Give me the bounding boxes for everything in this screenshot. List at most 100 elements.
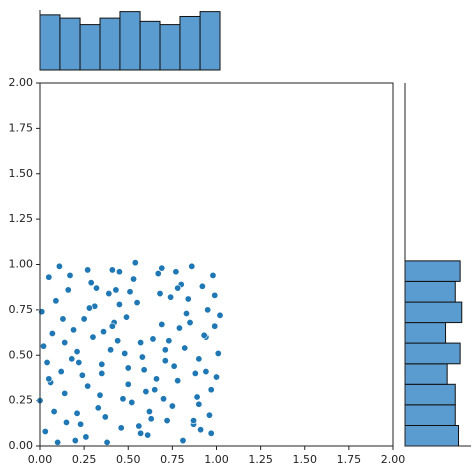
point (204, 306, 212, 314)
x-tick-label: 1.25 (248, 453, 273, 466)
point (179, 437, 187, 445)
top-hist-bar (139, 20, 161, 71)
point (98, 369, 106, 377)
point (198, 282, 206, 290)
point (175, 324, 183, 332)
point (158, 320, 166, 328)
point (61, 389, 69, 397)
point (161, 357, 169, 365)
point (119, 395, 127, 403)
x-tick-label: 2.00 (381, 453, 406, 466)
point (142, 388, 150, 396)
point (167, 293, 175, 301)
point (122, 313, 130, 321)
point (100, 328, 108, 336)
top-hist-bar (199, 11, 221, 71)
point (70, 326, 78, 334)
point (207, 429, 215, 437)
x-tick-label: 1.75 (337, 453, 362, 466)
point (40, 342, 48, 350)
point (202, 368, 210, 376)
right-hist-bar (404, 342, 461, 365)
point (101, 413, 109, 421)
point (57, 368, 65, 376)
right-hist-bar (404, 363, 448, 385)
point (152, 375, 160, 383)
point (105, 290, 113, 298)
point (170, 362, 178, 370)
point (213, 373, 221, 381)
point (73, 348, 81, 356)
point (186, 319, 194, 327)
point (77, 420, 85, 428)
point (84, 382, 92, 390)
point (144, 431, 152, 439)
point (124, 364, 132, 372)
point (61, 339, 69, 347)
point (174, 377, 182, 385)
point (149, 335, 157, 343)
point (128, 398, 136, 406)
point (193, 393, 201, 401)
point (41, 427, 49, 435)
point (59, 315, 67, 323)
right-hist-bar (404, 322, 447, 344)
point (55, 262, 63, 270)
point (181, 344, 189, 352)
point (154, 270, 162, 278)
point (130, 275, 138, 283)
point (112, 286, 120, 294)
point (121, 349, 129, 357)
point (160, 395, 168, 403)
point (151, 386, 159, 394)
right-hist-bar (404, 404, 456, 426)
y-tick-label: 0.00 (9, 439, 34, 452)
point (188, 262, 196, 270)
point (62, 418, 70, 426)
point (137, 429, 145, 437)
point (191, 369, 199, 377)
point (195, 355, 203, 363)
point (140, 366, 148, 374)
point (133, 299, 141, 307)
point (211, 291, 219, 299)
point (209, 271, 217, 279)
point (184, 295, 192, 303)
point (126, 288, 134, 296)
x-tick-label: 0.25 (72, 453, 97, 466)
point (197, 426, 205, 434)
point (94, 404, 102, 412)
point (82, 433, 90, 441)
point (48, 329, 56, 337)
right-hist-bar (404, 383, 456, 406)
point (147, 415, 155, 423)
y-tick-label: 0.25 (9, 394, 34, 407)
point (115, 268, 123, 276)
point (92, 284, 100, 292)
point (207, 386, 215, 394)
point (52, 297, 60, 305)
x-tick-label: 1.00 (204, 453, 229, 466)
y-tick-label: 0.50 (9, 348, 34, 361)
point (64, 286, 72, 294)
point (89, 333, 97, 341)
point (80, 315, 88, 323)
point (84, 266, 92, 274)
point (156, 290, 164, 298)
point (71, 437, 79, 445)
point (131, 259, 139, 267)
main-frame (39, 82, 394, 447)
y-tick-label: 1.50 (9, 167, 34, 180)
y-tick-label: 1.25 (9, 212, 34, 225)
point (137, 339, 145, 347)
top-hist-bar (59, 17, 81, 71)
point (115, 300, 123, 308)
point (85, 304, 93, 312)
top-hist-bar (159, 24, 181, 71)
point (66, 271, 74, 279)
x-tick-label: 1.50 (293, 453, 318, 466)
point (168, 402, 176, 410)
point (96, 391, 104, 399)
point (78, 371, 86, 379)
point (124, 380, 132, 388)
